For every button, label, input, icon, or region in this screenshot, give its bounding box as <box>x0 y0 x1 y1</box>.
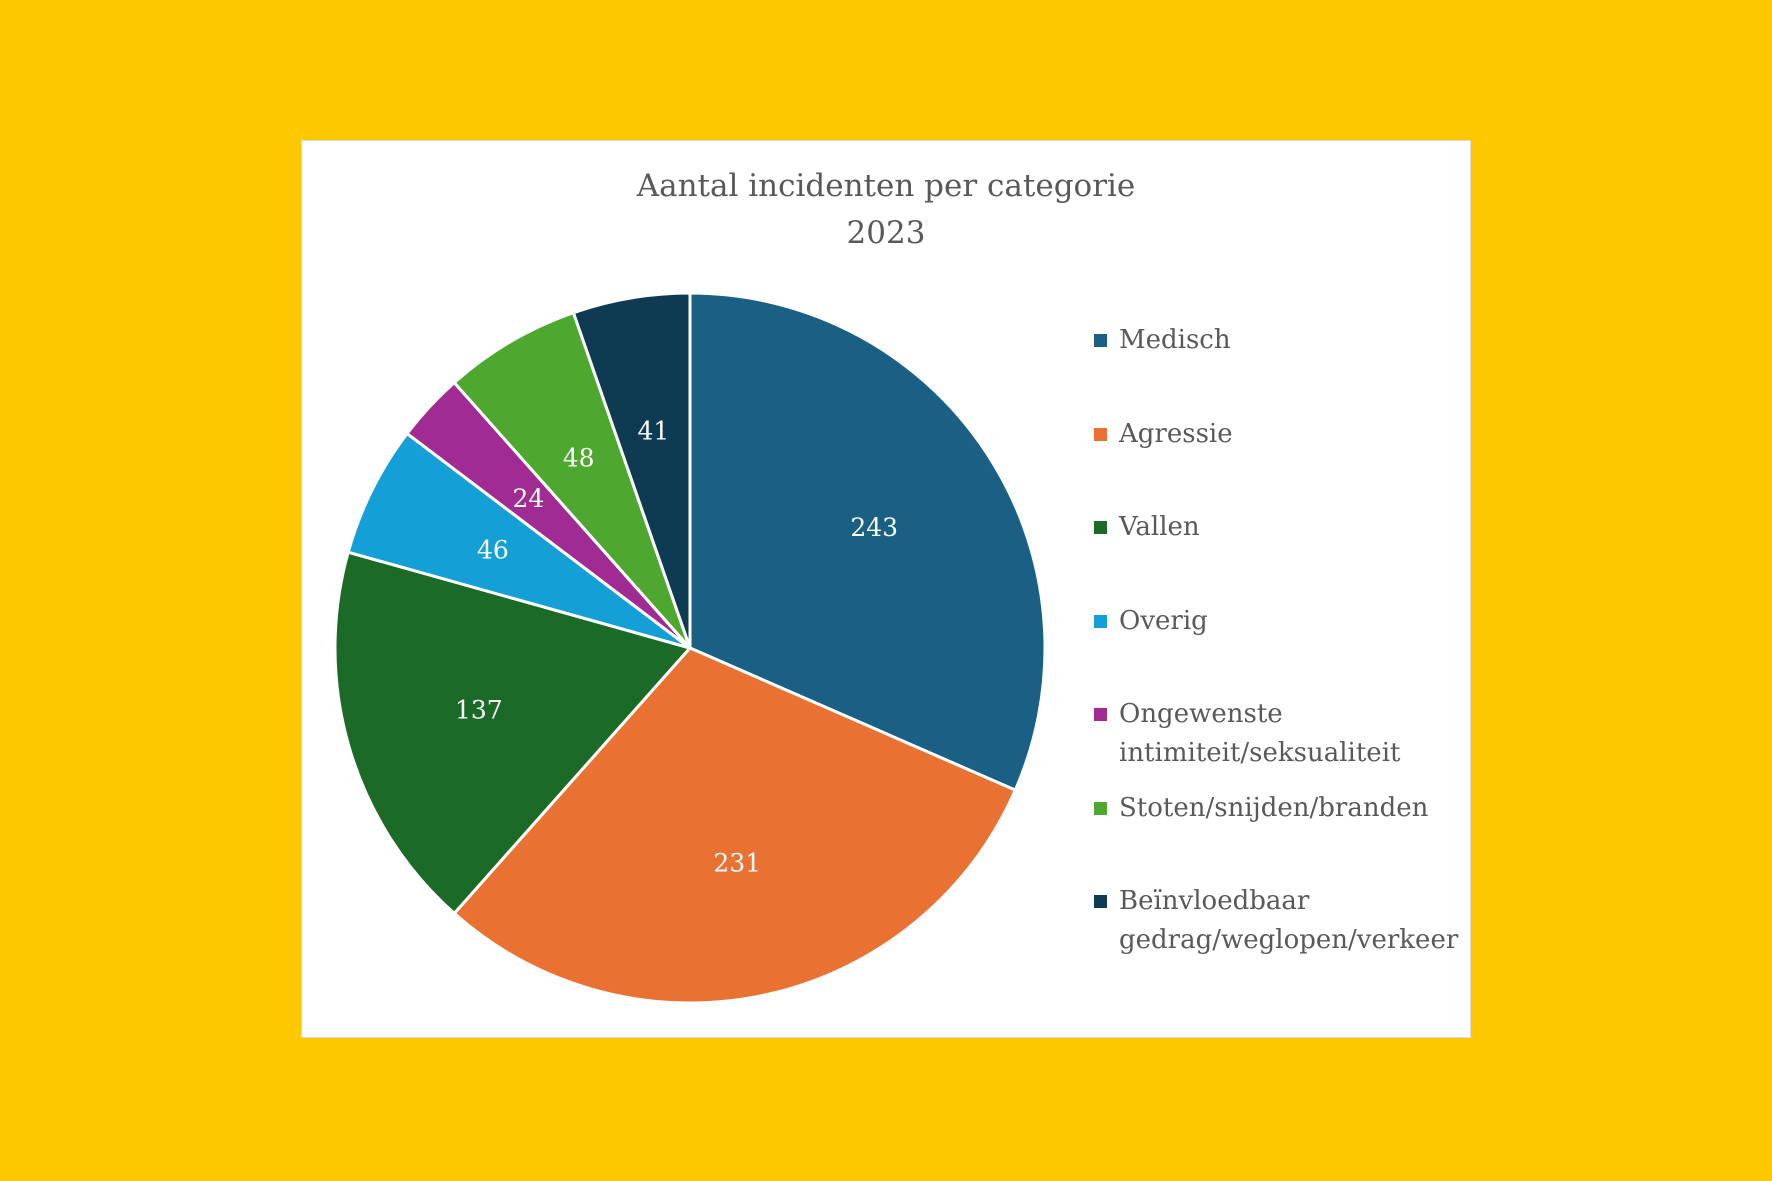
legend-swatch <box>1094 895 1107 908</box>
legend-item-6: Stoten/snijden/branden <box>1094 789 1459 828</box>
pie-slice-6 <box>452 311 692 650</box>
legend-swatch <box>1094 427 1107 441</box>
legend-swatch <box>1094 614 1107 628</box>
pie-slice-4 <box>346 432 692 650</box>
legend-label: Vallen <box>1119 512 1200 542</box>
chart-title: Aantal incidenten per categorie <box>636 168 1136 204</box>
legend-label: Overig <box>1119 605 1208 636</box>
data-label-2: 231 <box>713 848 761 877</box>
legend-item-1: Medisch <box>1094 321 1459 360</box>
pie-slice-1 <box>688 291 1047 792</box>
legend-swatch <box>1094 521 1107 534</box>
legend-label: Medisch <box>1119 325 1231 355</box>
legend-label: Stoten/snijden/branden <box>1119 792 1429 823</box>
legend-label: Ongewenste intimiteit/seksualiteit <box>1119 699 1401 768</box>
chart-card: Aantal incidenten per categorie 2023 243… <box>301 140 1471 1038</box>
legend-item-4: Overig <box>1094 602 1459 641</box>
pie-slice-2 <box>452 646 1017 1005</box>
pie-slice-7 <box>571 291 692 650</box>
legend-swatch <box>1094 708 1107 721</box>
pie-slice-3 <box>333 550 692 915</box>
legend-item-5: Ongewenste intimiteit/seksualiteit <box>1094 695 1459 773</box>
legend-item-3: Vallen <box>1094 508 1459 547</box>
legend-swatch <box>1094 334 1107 347</box>
chart-subtitle: 2023 <box>846 215 926 251</box>
data-label-4: 46 <box>477 536 509 565</box>
legend-label: Agressie <box>1119 418 1233 449</box>
legend-item-7: Beïnvloedbaar gedrag/weglopen/verkeer <box>1094 882 1459 960</box>
data-label-1: 243 <box>850 513 898 542</box>
data-label-6: 48 <box>563 444 595 473</box>
legend-label: Beïnvloedbaar gedrag/weglopen/verkeer <box>1119 886 1459 955</box>
data-label-3: 137 <box>455 696 503 725</box>
data-label-7: 41 <box>637 416 669 445</box>
legend-swatch <box>1094 801 1107 815</box>
legend-item-2: Agressie <box>1094 415 1459 454</box>
data-label-5: 24 <box>513 484 545 513</box>
